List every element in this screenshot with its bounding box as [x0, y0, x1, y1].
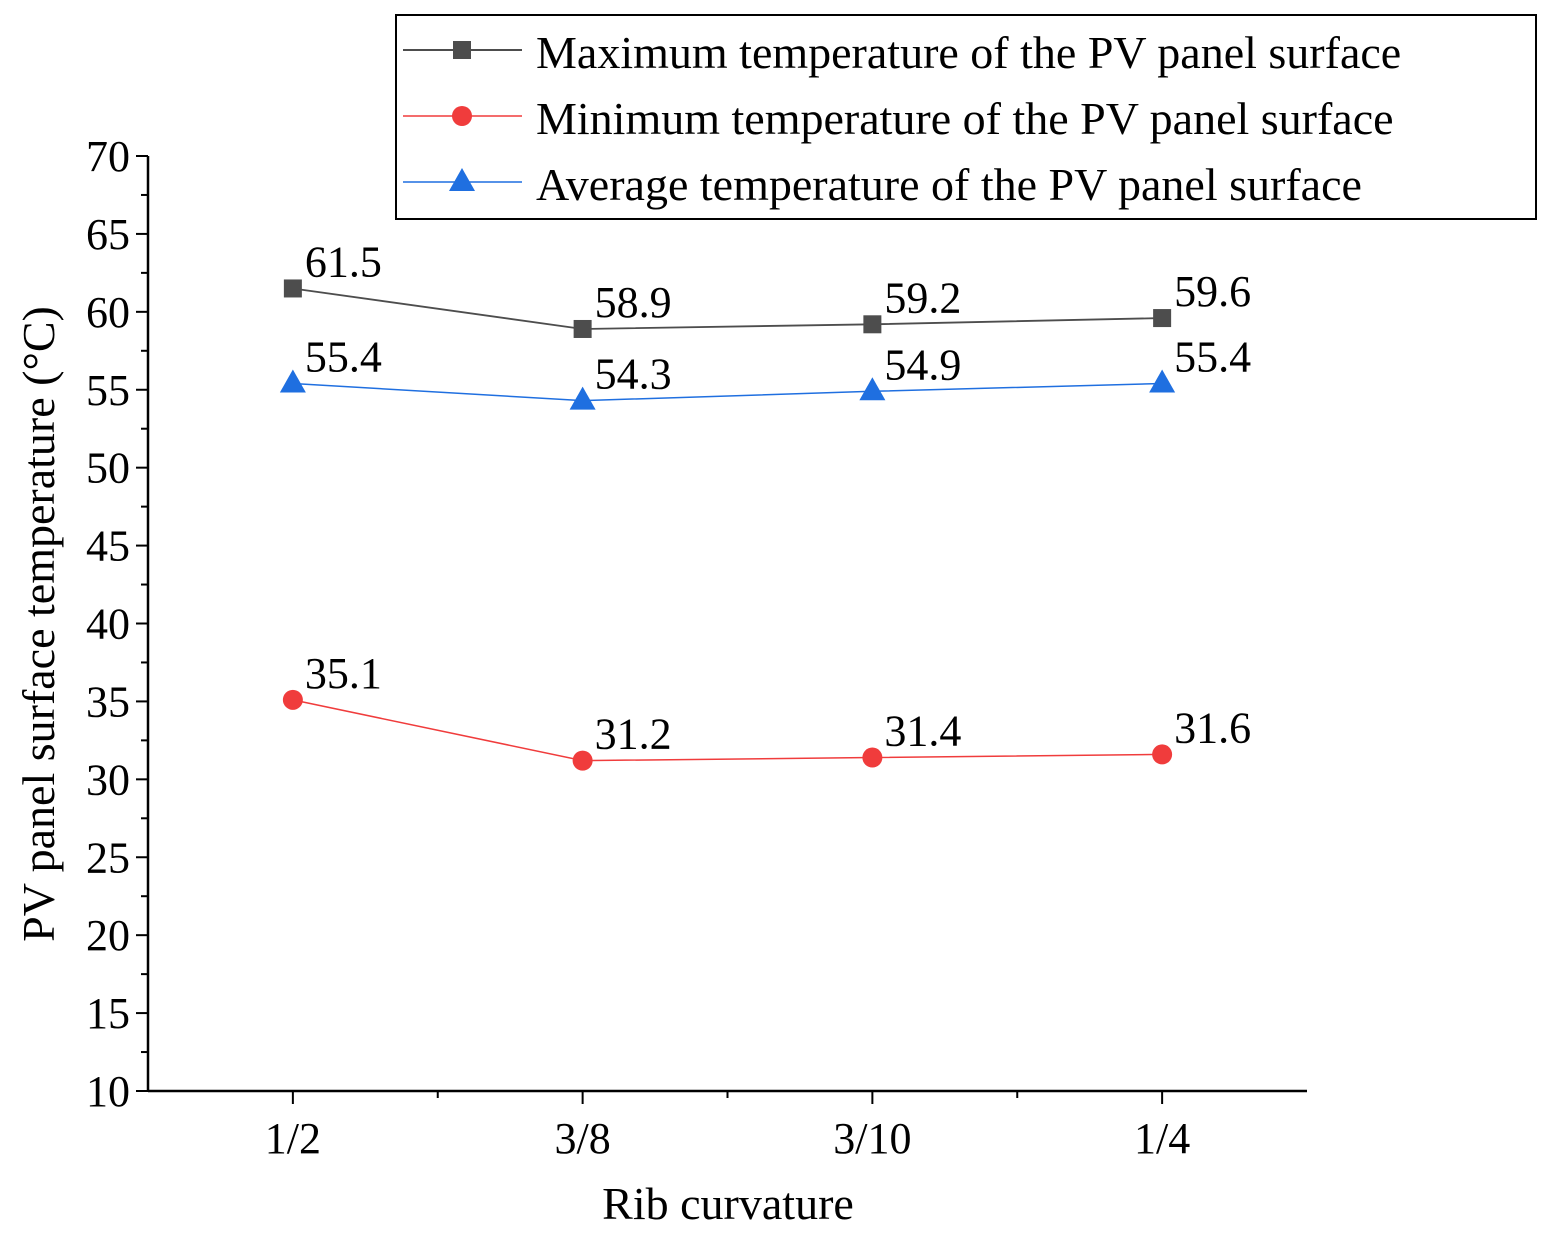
data-label: 55.4: [1174, 333, 1251, 382]
data-label: 35.1: [305, 649, 382, 698]
x-axis-label: Rib curvature: [602, 1178, 854, 1229]
data-label: 55.4: [305, 333, 382, 382]
triangle-marker: [449, 168, 475, 191]
x-tick-label: 3/8: [555, 1114, 611, 1163]
y-tick-label: 60: [86, 288, 130, 337]
square-marker: [573, 319, 592, 338]
square-marker: [863, 315, 882, 334]
y-tick-label: 65: [86, 210, 130, 259]
data-label: 59.2: [884, 273, 961, 322]
data-label: 31.6: [1174, 703, 1251, 752]
legend: Maximum temperature of the PV panel surf…: [395, 14, 1537, 220]
y-tick-label: 40: [86, 600, 130, 649]
series-line: [292, 699, 1163, 762]
data-label: 59.6: [1174, 267, 1251, 316]
y-tick-label: 15: [86, 989, 130, 1038]
circle-marker: [452, 106, 472, 126]
circle-marker: [282, 689, 303, 710]
data-label: 31.2: [595, 710, 672, 759]
series-circle: 35.1 31.2 31.4 31.6: [282, 649, 1251, 771]
circle-marker: [862, 747, 883, 768]
y-tick-label: 35: [86, 677, 130, 726]
data-label: 31.4: [884, 707, 961, 756]
triangle-marker: [569, 386, 596, 410]
data-label: 61.5: [305, 237, 382, 286]
triangle-marker: [859, 377, 886, 401]
y-tick-label: 20: [86, 911, 130, 960]
y-tick-label: 10: [86, 1067, 130, 1116]
data-label: 54.3: [595, 350, 672, 399]
series-group: 61.5 58.9 59.2 59.6 35.1 31.2 31.4 31.6 55.4 54.3…: [279, 237, 1251, 771]
x-tick-label: 1/2: [265, 1114, 321, 1163]
data-label: 58.9: [595, 278, 672, 327]
circle-marker: [1152, 744, 1173, 765]
y-tick-label: 30: [86, 755, 130, 804]
triangle-marker: [1149, 369, 1176, 393]
square-marker: [453, 41, 471, 59]
legend-box: [395, 14, 1537, 220]
y-tick-label: 55: [86, 366, 130, 415]
series-triangle: 55.4 54.3 54.9 55.4: [279, 333, 1251, 410]
series-square: 61.5 58.9 59.2 59.6: [283, 237, 1251, 338]
triangle-marker: [279, 369, 306, 393]
circle-marker: [572, 750, 593, 771]
series-line: [292, 287, 1163, 330]
legend-label: Maximum temperature of the PV panel surf…: [536, 27, 1401, 78]
y-tick-label: 45: [86, 522, 130, 571]
x-tick-label: 1/4: [1134, 1114, 1190, 1163]
y-tick-label: 70: [86, 132, 130, 181]
y-tick-label: 50: [86, 444, 130, 493]
axes: 10 15 20 25 30 35 40 45 50 55 60 65 70 1/2 3/8 3/10 1/4: [86, 132, 1307, 1163]
data-label: 54.9: [884, 340, 961, 389]
square-marker: [283, 279, 302, 298]
series-line: [292, 382, 1163, 402]
legend-label: Average temperature of the PV panel surf…: [536, 159, 1362, 210]
square-marker: [1153, 309, 1172, 328]
legend-label: Minimum temperature of the PV panel surf…: [536, 93, 1394, 144]
y-tick-label: 25: [86, 833, 130, 882]
x-tick-label: 3/10: [833, 1114, 911, 1163]
y-axis-label: PV panel surface temperature (°C): [13, 306, 64, 942]
